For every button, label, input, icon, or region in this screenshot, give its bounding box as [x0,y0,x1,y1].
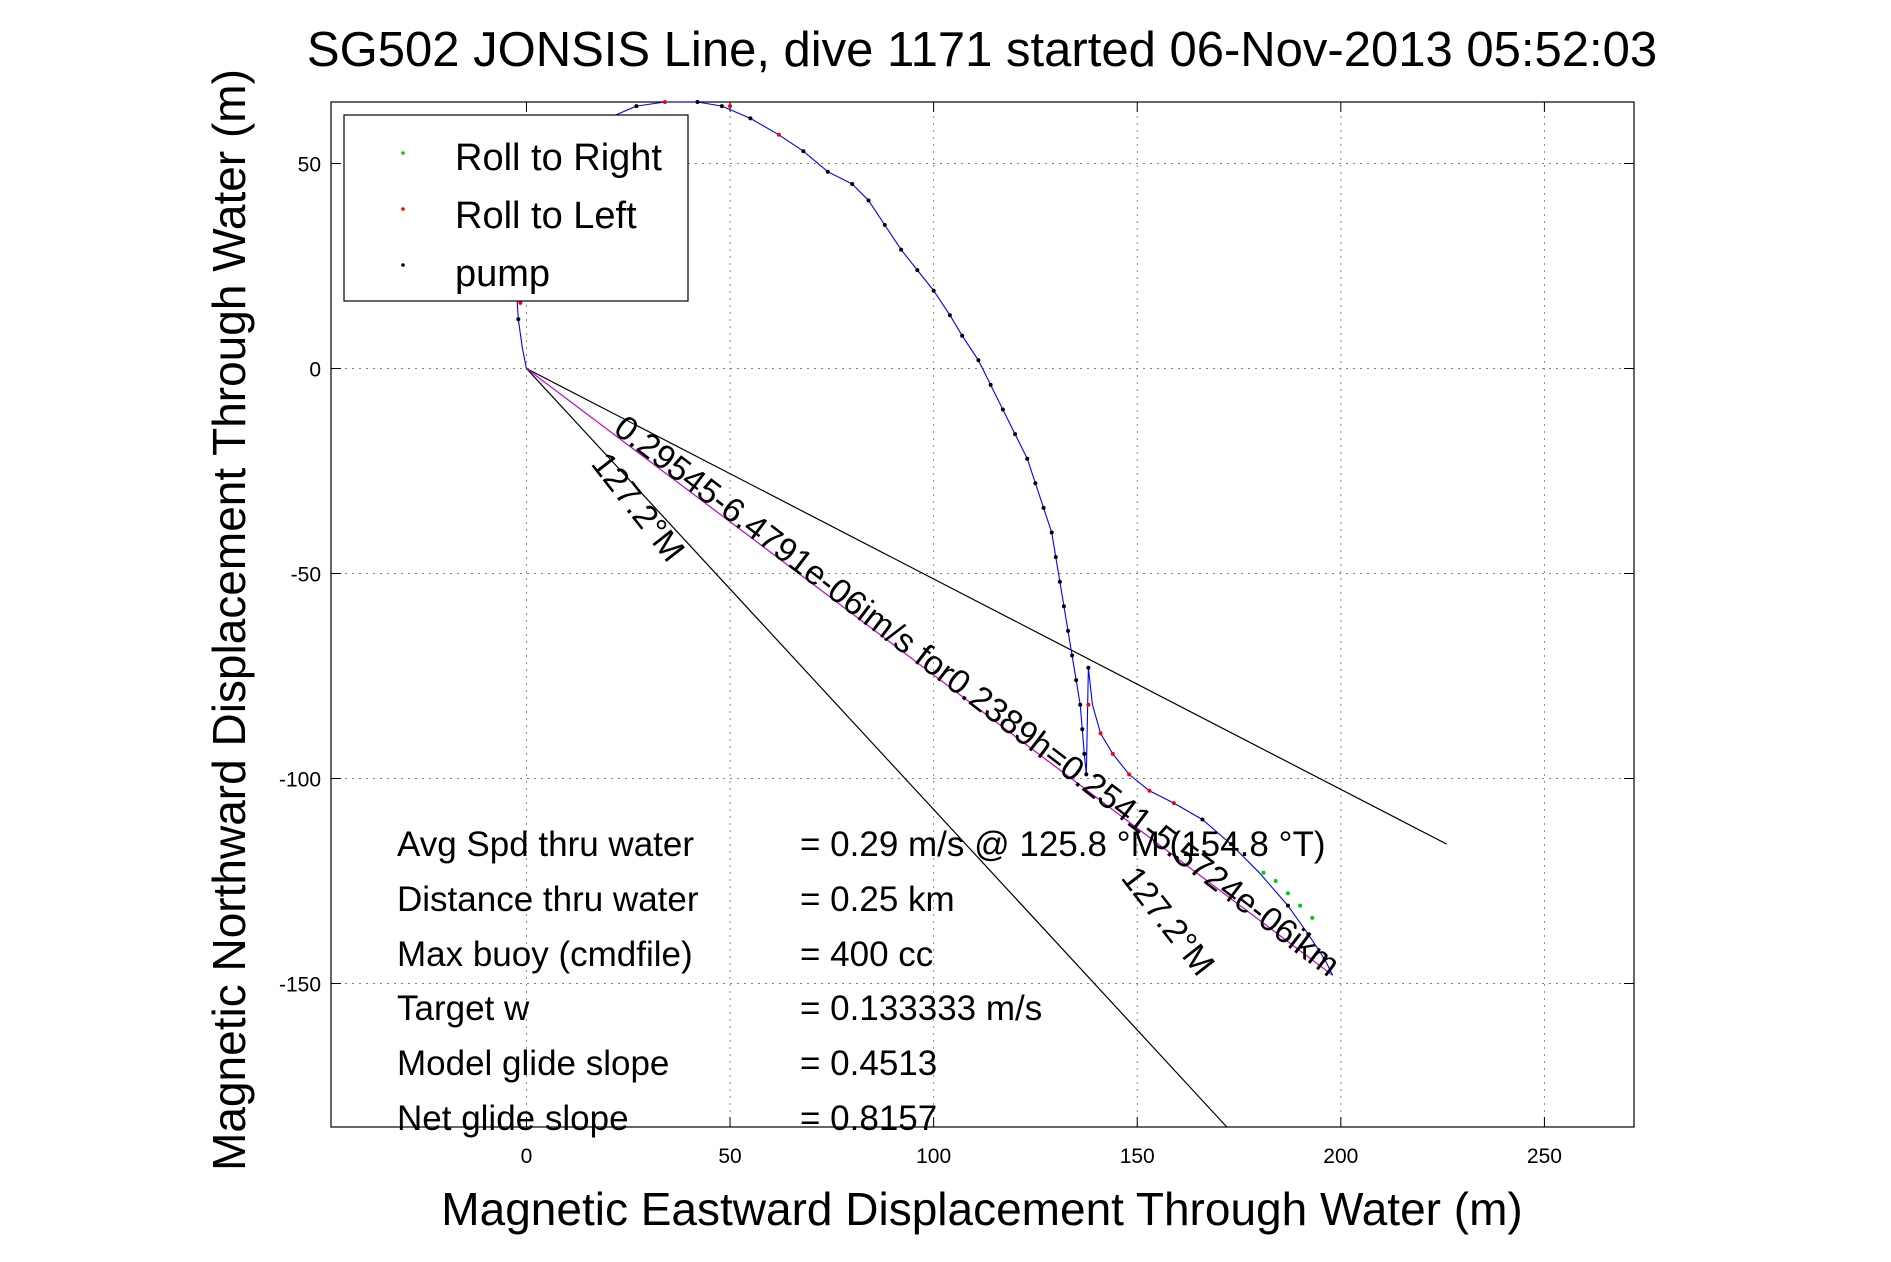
legend-marker-roll-left [401,207,405,211]
y-tick-label: 0 [309,359,321,382]
stat-label: Net glide slope [397,1099,629,1138]
pump-point [988,382,993,387]
stat-value: = 0.29 m/s @ 125.8 °M (154.8 °T) [800,825,1326,864]
x-tick-label: 0 [521,1145,533,1168]
stat-value: = 0.4513 [800,1044,937,1083]
stat-label: Target w [397,989,530,1028]
stat-label: Distance thru water [397,880,699,919]
pump-point [1049,530,1054,535]
roll-to-left-point [1110,751,1115,756]
roll-to-right-point [1261,870,1266,875]
pump-point [1000,407,1005,412]
pump-point [899,247,904,252]
roll-to-left-point [662,100,667,104]
legend-label-roll-left: Roll to Left [455,195,637,237]
roll-to-left-point [1147,788,1152,793]
legend-label-pump: pump [455,253,550,295]
pump-point [1084,772,1089,777]
roll-to-right-point [1298,903,1303,908]
stat-label: Model glide slope [397,1044,669,1083]
stat-value: = 0.25 km [800,880,955,919]
pump-point [1033,481,1038,486]
pump-point [882,223,887,227]
roll-to-left-point [1171,801,1176,806]
ray-2-line [526,368,1228,1128]
pump-point [801,149,806,154]
y-tick-label: -100 [279,769,321,792]
roll-to-left-point [728,104,733,109]
reference-lines [526,367,1447,1128]
x-tick-label: 100 [916,1145,951,1168]
pump-point [866,198,871,203]
pump-point [719,104,724,109]
stat-value: = 0.133333 m/s [800,989,1042,1028]
pump-point [1070,653,1075,658]
pump-point [1013,432,1018,437]
pump-point [1074,678,1079,683]
roll-to-left-point [1086,702,1091,707]
x-tick-label: 200 [1323,1145,1358,1168]
pump-point [695,100,700,104]
legend-marker-roll-right [401,151,405,155]
stat-value: = 0.8157 [800,1099,937,1138]
track-line [515,101,1334,976]
pump-point [1061,604,1066,609]
pump-point [931,288,936,293]
x-axis-label: Magnetic Eastward Displacement Through W… [441,1183,1522,1235]
roll-to-left-point [776,132,781,137]
pump-point [1025,456,1030,461]
legend-box [343,114,689,302]
stat-value: = 400 cc [800,935,933,974]
stat-label: Avg Spd thru water [397,825,694,864]
stats-block: Avg Spd thru water = 0.29 m/s @ 125.8 °M… [397,825,1326,1138]
x-tick-label: 250 [1527,1145,1562,1168]
roll-to-left-point [518,300,523,305]
pump-point [825,169,830,174]
ray-1-line [526,367,1447,845]
y-tick-label: 50 [298,154,321,177]
pump-point [915,268,920,273]
pump-point [1306,932,1311,937]
data-marks [514,100,1334,976]
roll-to-left-point [1127,772,1132,777]
roll-to-left-point [1098,731,1103,736]
pump-point [1078,702,1083,707]
legend: Roll to Right Roll to Left pump [343,114,689,302]
x-tick-label: 50 [718,1145,741,1168]
pump-point [960,333,965,338]
roll-to-right-point [1285,891,1290,896]
avg-heading-line [526,368,1334,976]
pump-point [1053,555,1058,560]
pump-point [748,116,753,121]
stat-label: Max buoy (cmdfile) [397,935,693,974]
pump-point [634,104,639,109]
roll-to-right-point [1310,915,1315,920]
y-axis-label: Magnetic Northward Displacement Through … [203,69,255,1171]
pump-point [1322,956,1327,961]
pump-point [516,317,521,322]
pump-point [1285,903,1290,908]
roll-to-right-point [1273,879,1278,883]
pump-point [1041,505,1046,510]
legend-marker-pump [401,263,405,267]
axis-ticks: 0 50 100 150 200 250 50 0 -50 -100 -150 [279,102,1634,1168]
pump-point [947,313,952,318]
pump-point [1066,628,1071,633]
pump-point [1082,751,1087,756]
pump-point [1086,665,1091,670]
pump-point [976,358,981,363]
pump-point [1228,842,1233,847]
x-tick-label: 150 [1120,1145,1155,1168]
legend-label-roll-right: Roll to Right [455,137,662,179]
pump-point [1057,579,1062,584]
y-tick-label: -150 [279,974,321,997]
pump-point [850,182,855,186]
chart-title: SG502 JONSIS Line, dive 1171 started 06-… [307,23,1657,77]
pump-point [1200,817,1205,822]
pump-point [1080,727,1085,732]
y-tick-label: -50 [291,564,321,587]
